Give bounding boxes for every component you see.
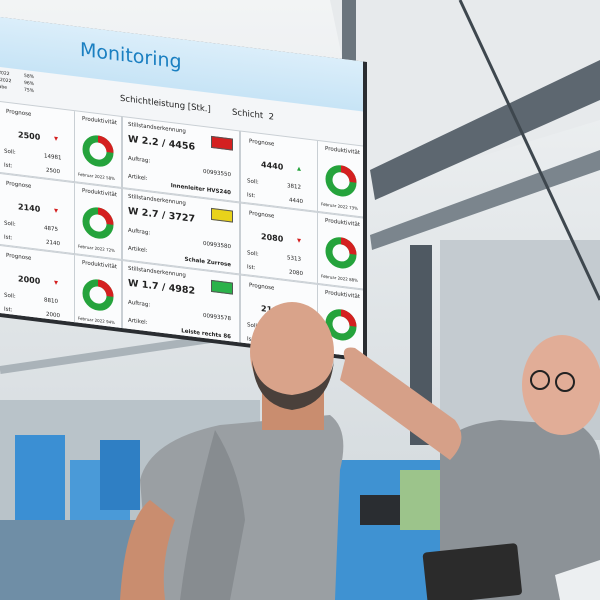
donut-segment [97, 207, 114, 225]
productivity-donut [325, 165, 357, 197]
hair [252, 360, 334, 410]
donut-segment [340, 237, 357, 255]
machine [100, 440, 140, 510]
donut-segment [340, 309, 357, 327]
beam [370, 60, 600, 200]
donut-segment [97, 135, 114, 153]
head-right-man [522, 335, 600, 435]
forecast-cell: Prognose 4440 Soll: 3812 Ist: 4440 Produktivit… [240, 130, 363, 218]
productivity-donut [82, 207, 114, 239]
donut-segment [340, 165, 357, 183]
productivity-donut [82, 135, 114, 167]
donut-segment [97, 279, 114, 297]
roof-panel [330, 0, 600, 190]
shirt-shadow [180, 430, 245, 600]
productivity-donut [82, 279, 114, 311]
bald-head [250, 302, 334, 402]
arm [120, 500, 175, 600]
forecast-cell: Prognose 216 Soll: Ist: Produktivität [240, 274, 363, 358]
forecast-cell: Prognose 2000 Soll: 8810 Ist: 2000 Produktivit… [0, 244, 122, 332]
forecast-cell: Prognose 2140 Soll: 4875 Ist: 2140 Produktivit… [0, 172, 122, 260]
tablet [422, 543, 522, 600]
productivity-donut [325, 309, 357, 341]
forecast-cell: Prognose 2080 Soll: 5313 Ist: 2080 Produktivit… [240, 202, 363, 290]
glasses [555, 372, 575, 392]
cable [458, 0, 600, 301]
raised-arm [340, 347, 462, 460]
productivity-donut [325, 237, 357, 269]
forecast-cell: Prognose 2500 Soll: 14981 Ist: 2500 Produktivi… [0, 100, 122, 188]
machine [400, 470, 445, 530]
paper [555, 560, 600, 600]
glasses [530, 370, 550, 390]
